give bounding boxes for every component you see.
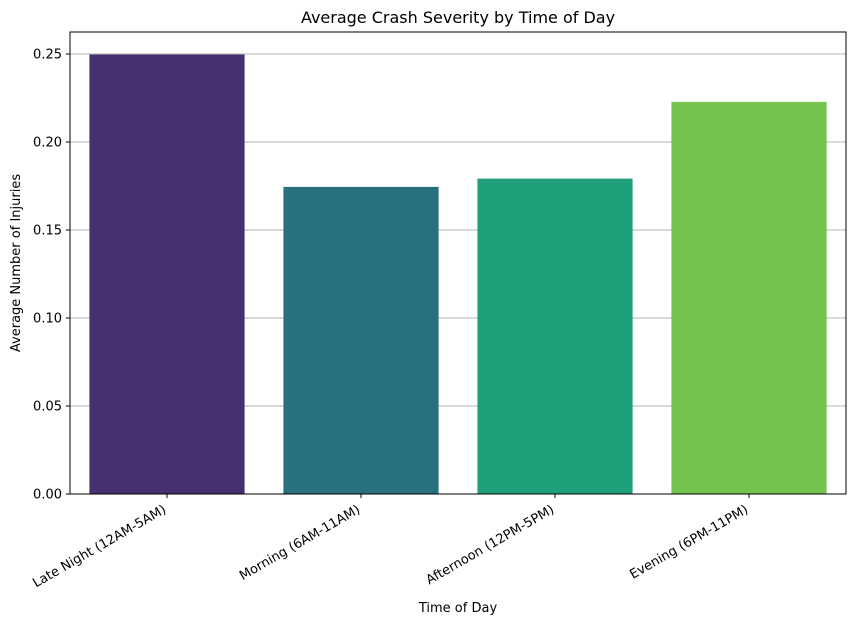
- x-tick-label: Evening (6PM-11PM): [627, 502, 751, 582]
- y-axis-label: Average Number of Injuries: [9, 174, 24, 352]
- x-axis-label: Time of Day: [418, 601, 498, 616]
- y-axis-ticks: 0.00 0.05 0.10 0.15 0.20 0.25: [33, 48, 70, 503]
- y-tick-label: 0.15: [33, 224, 62, 239]
- x-tick-label: Morning (6AM-11AM): [237, 502, 363, 583]
- y-tick-label: 0.00: [33, 488, 62, 503]
- y-tick-label: 0.20: [33, 136, 62, 151]
- x-tick-label: Late Night (12AM-5AM): [30, 502, 169, 591]
- chart-title: Average Crash Severity by Time of Day: [301, 8, 615, 27]
- x-axis-ticks: Late Night (12AM-5AM) Morning (6AM-11AM) A…: [30, 494, 751, 591]
- y-tick-label: 0.10: [33, 312, 62, 327]
- bar: [283, 186, 439, 494]
- y-tick-label: 0.05: [33, 400, 62, 415]
- y-tick-label: 0.25: [33, 48, 62, 63]
- bar: [671, 101, 827, 494]
- bar: [89, 54, 245, 494]
- bar: [477, 178, 633, 494]
- x-tick-label: Afternoon (12PM-5PM): [424, 502, 557, 588]
- bars: [89, 54, 827, 494]
- plot-frame: [69, 31, 847, 495]
